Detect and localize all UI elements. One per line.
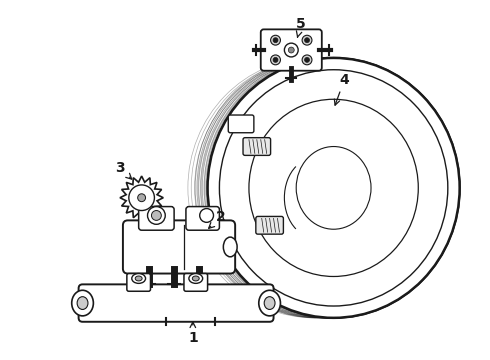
FancyBboxPatch shape	[256, 216, 283, 234]
Ellipse shape	[264, 297, 275, 310]
Text: 4: 4	[334, 73, 349, 105]
Circle shape	[305, 58, 310, 62]
Ellipse shape	[259, 290, 280, 316]
FancyBboxPatch shape	[78, 284, 273, 322]
Polygon shape	[120, 176, 163, 219]
Ellipse shape	[77, 297, 88, 310]
Ellipse shape	[223, 237, 237, 257]
Circle shape	[288, 47, 294, 53]
Ellipse shape	[132, 274, 146, 283]
Text: 1: 1	[188, 322, 197, 345]
Ellipse shape	[72, 290, 94, 316]
Circle shape	[273, 58, 278, 62]
Ellipse shape	[296, 147, 371, 229]
FancyBboxPatch shape	[123, 220, 235, 274]
FancyBboxPatch shape	[261, 30, 322, 71]
Text: 2: 2	[209, 210, 225, 228]
Circle shape	[305, 38, 310, 42]
Circle shape	[270, 55, 280, 65]
Ellipse shape	[135, 276, 142, 281]
Text: 3: 3	[115, 161, 132, 179]
Circle shape	[151, 211, 161, 220]
Circle shape	[138, 194, 146, 202]
Circle shape	[147, 207, 165, 224]
FancyBboxPatch shape	[127, 274, 150, 291]
Circle shape	[129, 185, 154, 211]
Circle shape	[284, 43, 298, 57]
FancyBboxPatch shape	[243, 138, 270, 156]
Text: 5: 5	[296, 17, 306, 37]
Circle shape	[302, 55, 312, 65]
FancyBboxPatch shape	[184, 274, 208, 291]
Circle shape	[200, 208, 214, 222]
Ellipse shape	[189, 274, 203, 283]
FancyBboxPatch shape	[186, 207, 220, 230]
FancyBboxPatch shape	[139, 207, 174, 230]
Circle shape	[302, 35, 312, 45]
Circle shape	[270, 35, 280, 45]
FancyBboxPatch shape	[228, 115, 254, 133]
Ellipse shape	[193, 276, 199, 281]
Ellipse shape	[208, 58, 460, 318]
Circle shape	[273, 38, 278, 42]
